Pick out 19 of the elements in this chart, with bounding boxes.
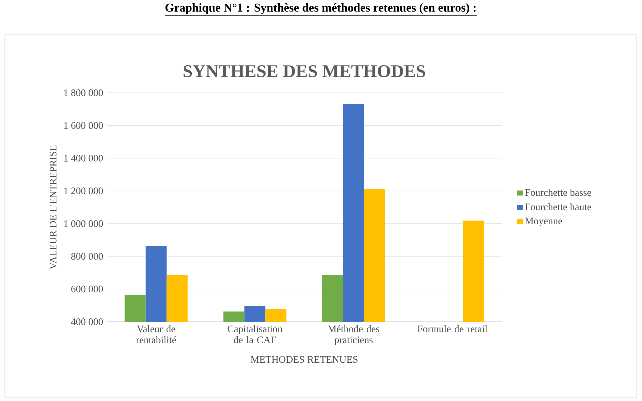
x-axis-title: METHODES RETENUES [250, 356, 358, 364]
x-tick-label: Valeur de rentabilité [136, 326, 176, 344]
y-tick-label: 600 000 [72, 286, 104, 293]
chart-title: SYNTHESE DES METHODES [184, 65, 426, 78]
legend-label: Moyenne [525, 218, 562, 227]
legend-label: Fourchette basse [525, 189, 592, 196]
y-tick-label: 1 600 000 [64, 122, 104, 130]
x-tick-label: Méthode des praticiens [328, 326, 380, 346]
legend-label: Fourchette haute [525, 203, 592, 210]
y-tick-label: 800 000 [71, 253, 104, 260]
y-tick-label: 1 000 000 [64, 220, 104, 228]
text: Graphique N°1 : Synthèse des méthodes retenues (en euros) : [166, 4, 476, 14]
y-tick-label: 1 200 000 [64, 188, 104, 194]
x-tick-label: Capitalisation de la CAF [228, 326, 283, 344]
x-tick-label: Formule de retail [418, 326, 488, 333]
y-tick-label: 1 800 000 [64, 90, 104, 96]
y-axis-title: VALEUR DE L'ENTREPRISE [50, 146, 57, 270]
y-tick-label: 400 000 [71, 318, 104, 326]
y-tick-label: 1 400 000 [64, 155, 104, 162]
